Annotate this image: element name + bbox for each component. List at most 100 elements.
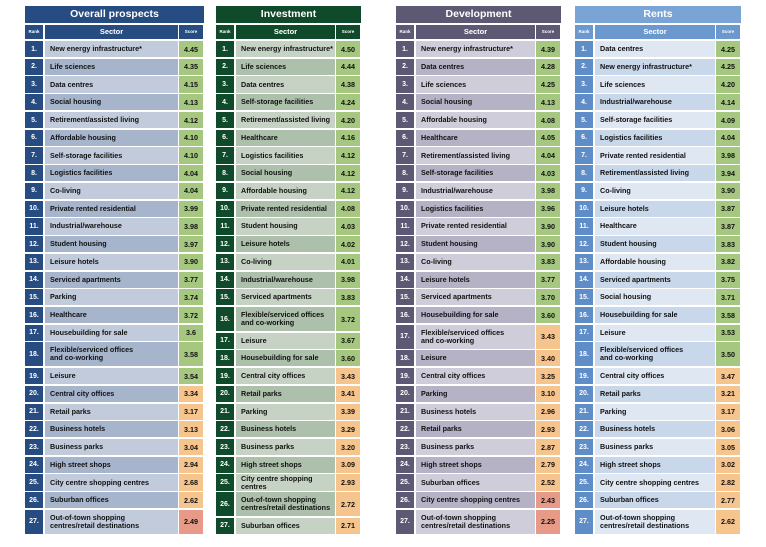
- score-cell: 4.13: [179, 94, 203, 111]
- score-cell: 2.93: [336, 474, 360, 491]
- score-cell: 2.72: [336, 492, 360, 517]
- table-row: 10. Leisure hotels 3.87: [575, 200, 741, 217]
- table-row: 6. Healthcare 4.16: [216, 129, 361, 146]
- sector-cell: New energy infrastructure*: [595, 58, 715, 75]
- sector-cell: Parking: [236, 403, 335, 420]
- table-row: 25. City centre shopping centres 2.93: [216, 474, 361, 491]
- rank-cell: 15.: [396, 289, 414, 306]
- table-row: 12. Leisure hotels 4.02: [216, 236, 361, 253]
- sector-cell: Social housing: [45, 94, 178, 111]
- sector-cell: Business hotels: [416, 403, 535, 420]
- score-cell: 4.15: [179, 76, 203, 93]
- sector-cell: Healthcare: [595, 218, 715, 235]
- table-row: 2. Life sciences 4.44: [216, 58, 361, 75]
- sector-cell: Serviced apartments: [416, 289, 535, 306]
- table-row: 5. Retirement/assisted living 4.12: [25, 111, 204, 129]
- score-cell: 3.17: [179, 403, 203, 420]
- table-row: 21. Retail parks 3.17: [25, 403, 204, 420]
- rank-cell: 10.: [396, 200, 414, 217]
- rank-cell: 3.: [396, 76, 414, 93]
- rank-cell: 20.: [575, 385, 593, 402]
- rank-cell: 1.: [575, 41, 593, 58]
- rank-cell: 3.: [575, 76, 593, 93]
- score-cell: 3.04: [179, 438, 203, 456]
- rank-cell: 1.: [25, 41, 43, 58]
- score-cell: 3.96: [536, 200, 560, 217]
- sector-cell: Data centres: [236, 76, 335, 93]
- rank-cell: 7.: [25, 147, 43, 164]
- rank-column-header: Rank: [25, 25, 43, 39]
- column-header: Rank Sector Score: [25, 25, 204, 39]
- rank-cell: 15.: [25, 289, 43, 306]
- score-cell: 3.98: [536, 182, 560, 200]
- rank-cell: 19.: [25, 368, 43, 385]
- rank-cell: 26.: [396, 492, 414, 509]
- score-cell: 2.62: [179, 492, 203, 509]
- table-row: 20. Central city offices 3.34: [25, 385, 204, 402]
- score-cell: 4.25: [716, 41, 740, 58]
- table-row: 11. Private rented residential 3.90: [396, 218, 561, 235]
- sector-cell: Affordable housing: [45, 129, 178, 146]
- ranking-list: 1. New energy infrastructure* 4.39 2. Data c…: [396, 41, 561, 534]
- table-row: 25. City centre shopping centres 2.68: [25, 474, 204, 491]
- score-cell: 2.77: [716, 492, 740, 509]
- table-row: 5. Self-storage facilities 4.09: [575, 111, 741, 129]
- score-cell: 3.90: [536, 218, 560, 235]
- table-row: 20. Retail parks 3.21: [575, 385, 741, 402]
- sector-cell: Student housing: [236, 218, 335, 235]
- sector-cell: Flexible/serviced offices and co-working: [595, 342, 715, 367]
- rank-cell: 6.: [216, 129, 234, 146]
- panel-title: Overall prospects: [25, 6, 204, 23]
- sector-cell: Retail parks: [416, 421, 535, 438]
- table-row: 15. Parking 3.74: [25, 289, 204, 306]
- table-row: 24. High street shops 3.09: [216, 456, 361, 473]
- score-cell: 2.79: [536, 456, 560, 473]
- sector-cell: Co-living: [416, 253, 535, 270]
- table-row: 13. Co-living 3.83: [396, 253, 561, 270]
- rank-cell: 2.: [575, 58, 593, 75]
- table-row: 14. Serviced apartments 3.75: [575, 271, 741, 288]
- score-cell: 4.13: [536, 94, 560, 111]
- table-row: 3. Data centres 4.15: [25, 76, 204, 93]
- sector-cell: Affordable housing: [595, 253, 715, 270]
- sector-cell: Out-of-town shopping centres/retail dest…: [45, 509, 178, 534]
- score-cell: 3.13: [179, 421, 203, 438]
- rank-cell: 15.: [575, 289, 593, 306]
- rank-cell: 26.: [216, 492, 234, 517]
- table-row: 10. Private rented residential 4.08: [216, 200, 361, 217]
- rank-cell: 21.: [25, 403, 43, 420]
- score-cell: 3.21: [716, 385, 740, 402]
- sector-cell: Business hotels: [595, 421, 715, 438]
- rank-cell: 6.: [575, 129, 593, 146]
- score-cell: 4.20: [336, 111, 360, 129]
- score-cell: 4.20: [716, 76, 740, 93]
- table-row: 26. City centre shopping centres 2.43: [396, 492, 561, 509]
- rank-cell: 1.: [216, 41, 234, 58]
- rank-cell: 10.: [216, 200, 234, 217]
- table-row: 19. Central city offices 3.47: [575, 368, 741, 385]
- rank-cell: 18.: [575, 342, 593, 367]
- table-row: 14. Serviced apartments 3.77: [25, 271, 204, 288]
- sector-cell: Life sciences: [236, 58, 335, 75]
- sector-cell: Social housing: [595, 289, 715, 306]
- sector-cell: Housebuilding for sale: [595, 307, 715, 324]
- score-cell: 2.94: [179, 456, 203, 473]
- score-cell: 4.04: [536, 147, 560, 164]
- rank-cell: 13.: [396, 253, 414, 270]
- table-row: 22. Business hotels 3.06: [575, 421, 741, 438]
- sector-cell: Self-storage facilities: [416, 165, 535, 182]
- score-cell: 2.82: [716, 474, 740, 491]
- table-row: 27. Out-of-town shopping centres/retail d…: [575, 509, 741, 534]
- score-cell: 3.72: [179, 307, 203, 324]
- panel-title: Rents: [575, 6, 741, 23]
- table-row: 15. Social housing 3.71: [575, 289, 741, 306]
- rank-cell: 7.: [216, 147, 234, 164]
- score-cell: 4.12: [336, 147, 360, 164]
- sector-cell: Retirement/assisted living: [236, 111, 335, 129]
- sector-cell: Parking: [45, 289, 178, 306]
- table-row: 11. Industrial/warehouse 3.98: [25, 218, 204, 235]
- table-row: 25. Suburban offices 2.52: [396, 474, 561, 491]
- rank-cell: 22.: [575, 421, 593, 438]
- rank-cell: 21.: [216, 403, 234, 420]
- score-cell: 3.34: [179, 385, 203, 402]
